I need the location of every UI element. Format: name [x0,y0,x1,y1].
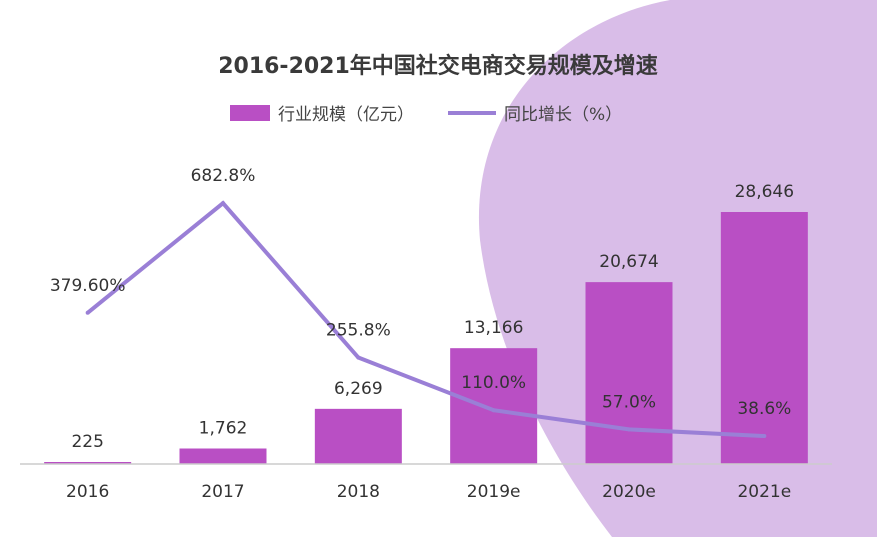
x-tick-label-2018: 2018 [337,482,380,502]
x-tick-label-2017: 2017 [201,482,244,502]
line-value-label-2019e: 110.0% [461,373,526,393]
legend-bar-swatch [230,105,270,121]
x-tick-label-2019e: 2019e [467,482,521,502]
x-tick-label-2016: 2016 [66,482,109,502]
line-value-label-2018: 255.8% [326,321,391,341]
bar-value-label-2017: 1,762 [199,418,248,438]
legend-bar-label: 行业规模（亿元） [278,105,414,125]
line-value-label-2020e: 57.0% [602,392,656,412]
bar-2017 [179,448,267,464]
bar-value-label-2021e: 28,646 [735,182,794,202]
bar-value-label-2020e: 20,674 [599,252,658,272]
line-point-2016 [85,310,90,315]
line-point-2020e [627,427,631,432]
bar-value-label-2018: 6,269 [334,379,383,399]
line-layer [85,200,767,439]
bar-value-label-2019e: 13,166 [464,318,523,338]
line-value-label-2017: 682.8% [191,166,256,186]
line-value-label-2016: 379.60% [50,276,126,296]
bars-layer [44,212,808,464]
x-tick-label-2021e: 2021e [737,482,791,502]
x-tick-label-2020e: 2020e [602,482,656,502]
bar-2020e [585,282,673,464]
chart-title: 2016-2021年中国社交电商交易规模及增速 [218,53,658,79]
bar-2021e [720,212,808,464]
line-point-2019e [491,408,496,413]
bar-2016 [44,462,132,464]
line-point-2018 [356,355,361,360]
growth-line [86,200,765,439]
bar-2018 [314,408,402,464]
line-point-2021e [762,434,767,439]
labels-layer: 225 2016 1,762 2017 6,269 2018 13,166 2019e 20,6… [50,166,794,502]
bar-value-label-2016: 225 [71,432,103,452]
line-point-2017 [221,201,225,206]
background-decoration [478,0,877,537]
legend: 行业规模（亿元） 同比增长（%） [230,105,622,125]
line-value-label-2021e: 38.6% [737,399,791,419]
bar-2019e [450,348,538,464]
legend-line-label: 同比增长（%） [504,105,622,125]
